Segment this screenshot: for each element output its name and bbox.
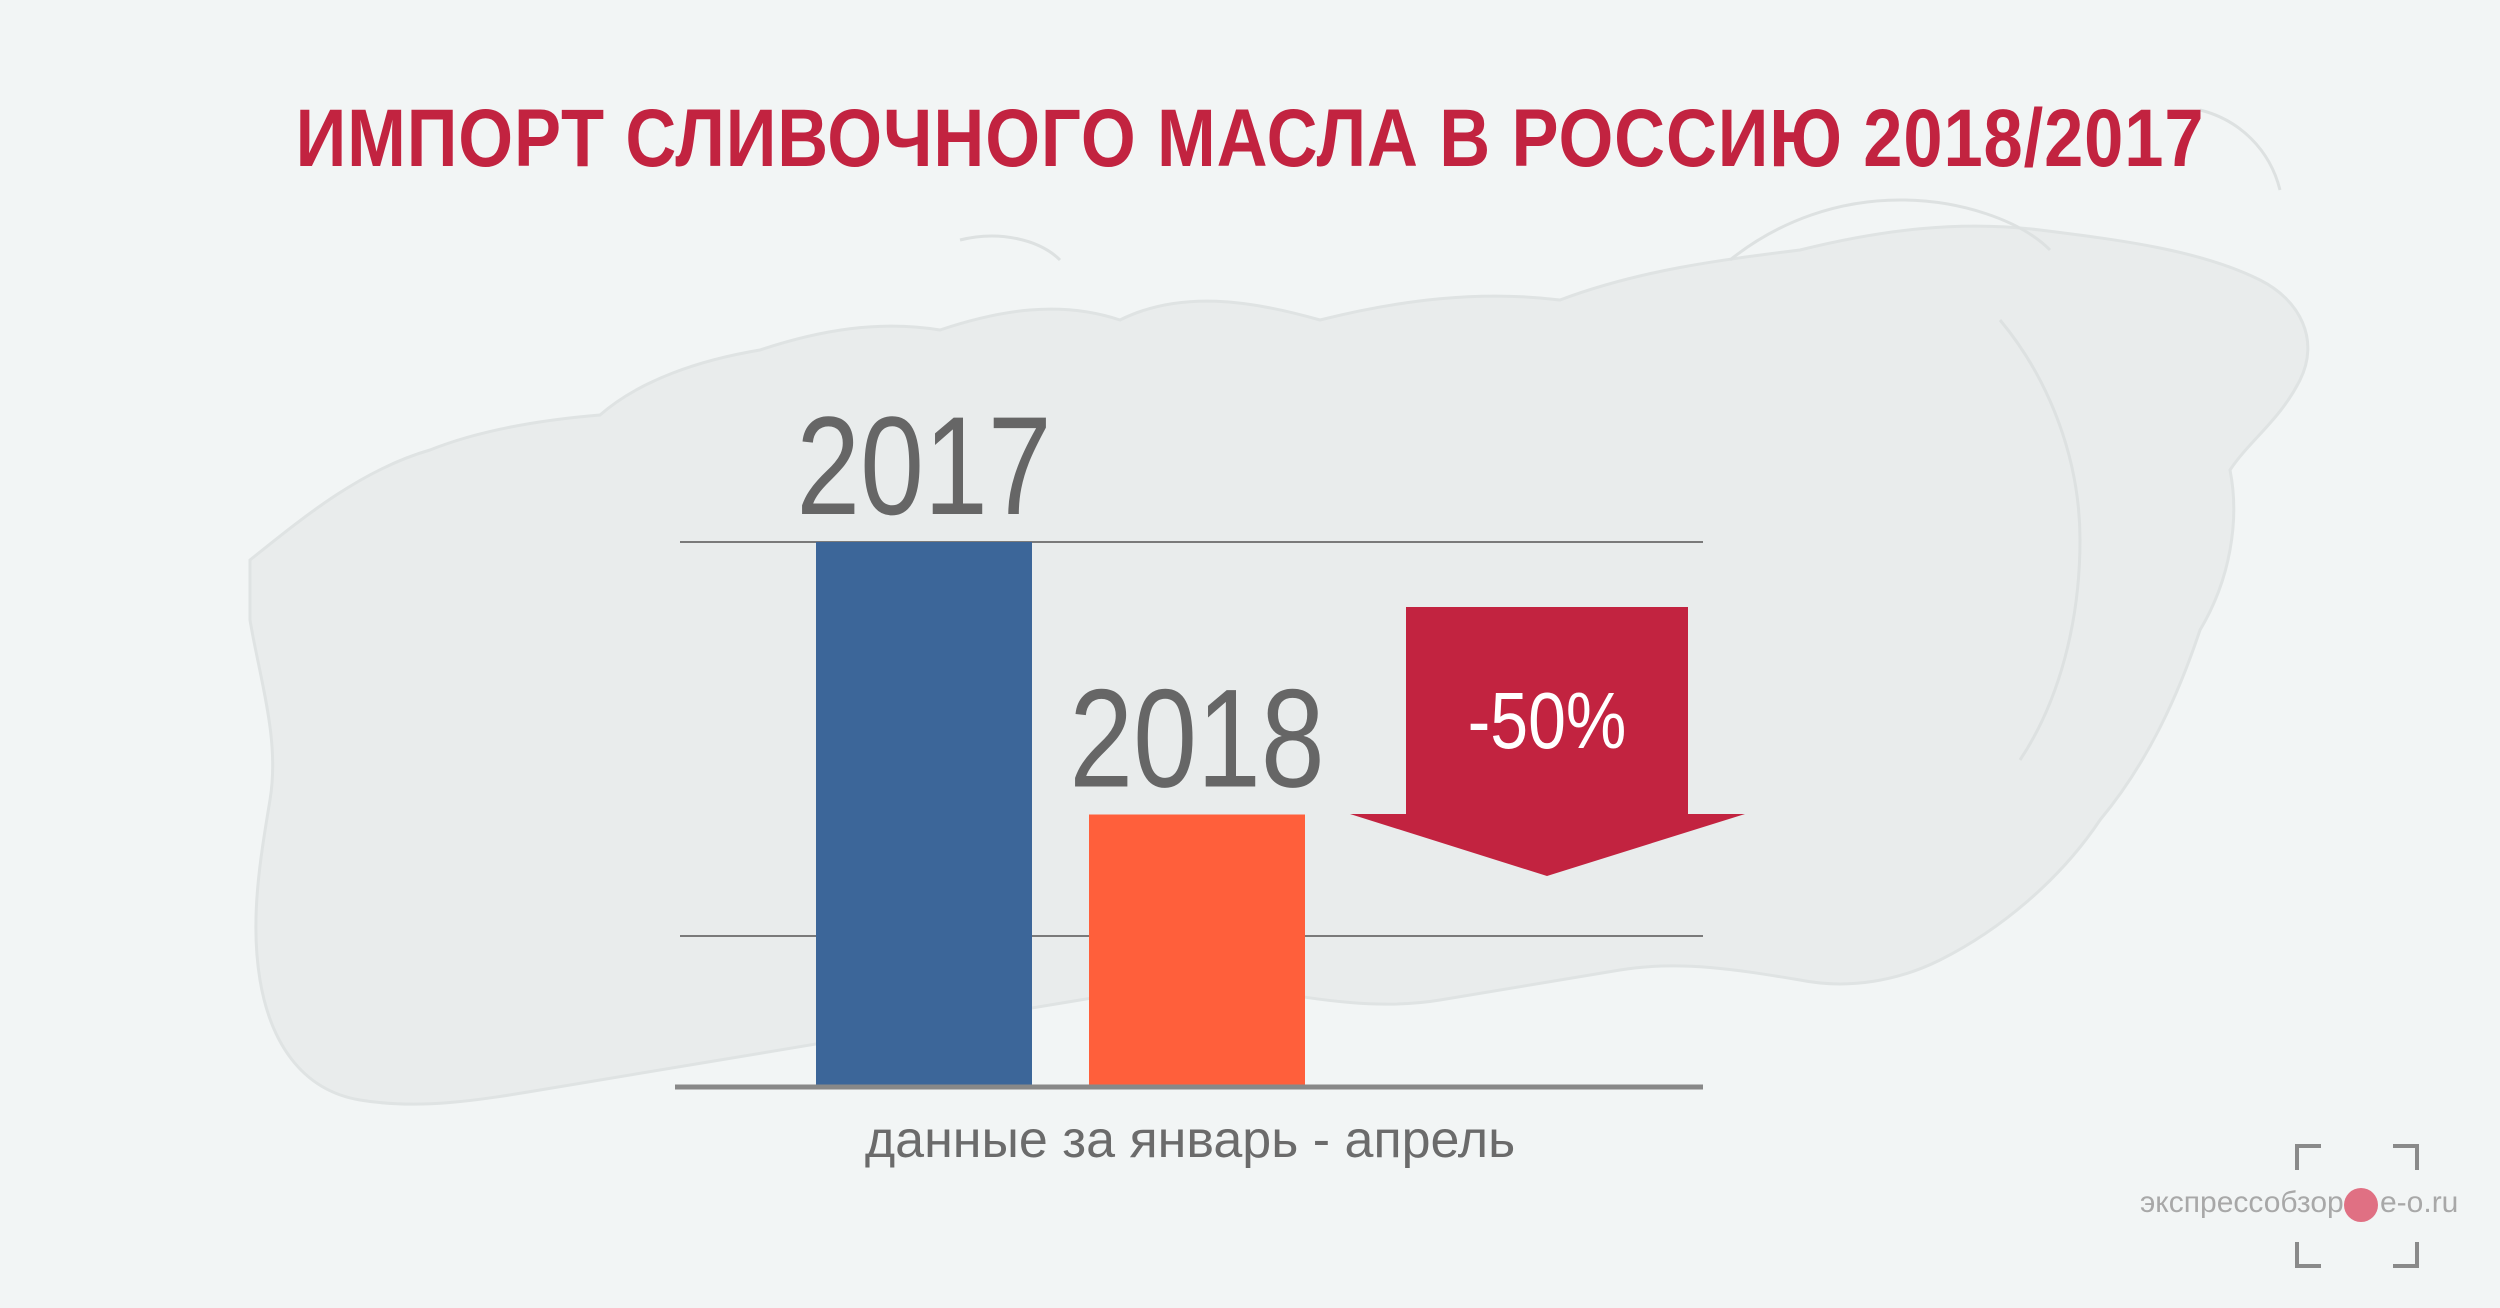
chart-caption: данные за январь - апрель: [864, 1111, 1516, 1169]
watermark-bracket-top-left: [2295, 1144, 2321, 1170]
chart-title: ИМПОРТ СЛИВОЧНОГО МАСЛА В РОССИЮ 2018/20…: [295, 93, 2205, 184]
watermark-domain: e-o.ru: [2380, 1186, 2459, 1219]
bar-2017: [816, 542, 1032, 1087]
watermark-dot-icon: [2344, 1188, 2378, 1222]
watermark-bracket-top-right: [2393, 1144, 2419, 1170]
bar-label-2017: 2017: [796, 388, 1051, 544]
percent-change-label: -50%: [1468, 676, 1627, 765]
down-arrow-icon: [1350, 607, 1745, 876]
watermark-bracket-bottom-right: [2393, 1242, 2419, 1268]
bar-label-2018: 2018: [1069, 661, 1324, 817]
watermark-bracket-bottom-left: [2295, 1242, 2321, 1268]
watermark-text: экспрессобзор: [2140, 1186, 2344, 1219]
bar-2018: [1089, 814, 1305, 1087]
watermark-logo: экспрессобзор e-o.ru: [2140, 1140, 2458, 1270]
